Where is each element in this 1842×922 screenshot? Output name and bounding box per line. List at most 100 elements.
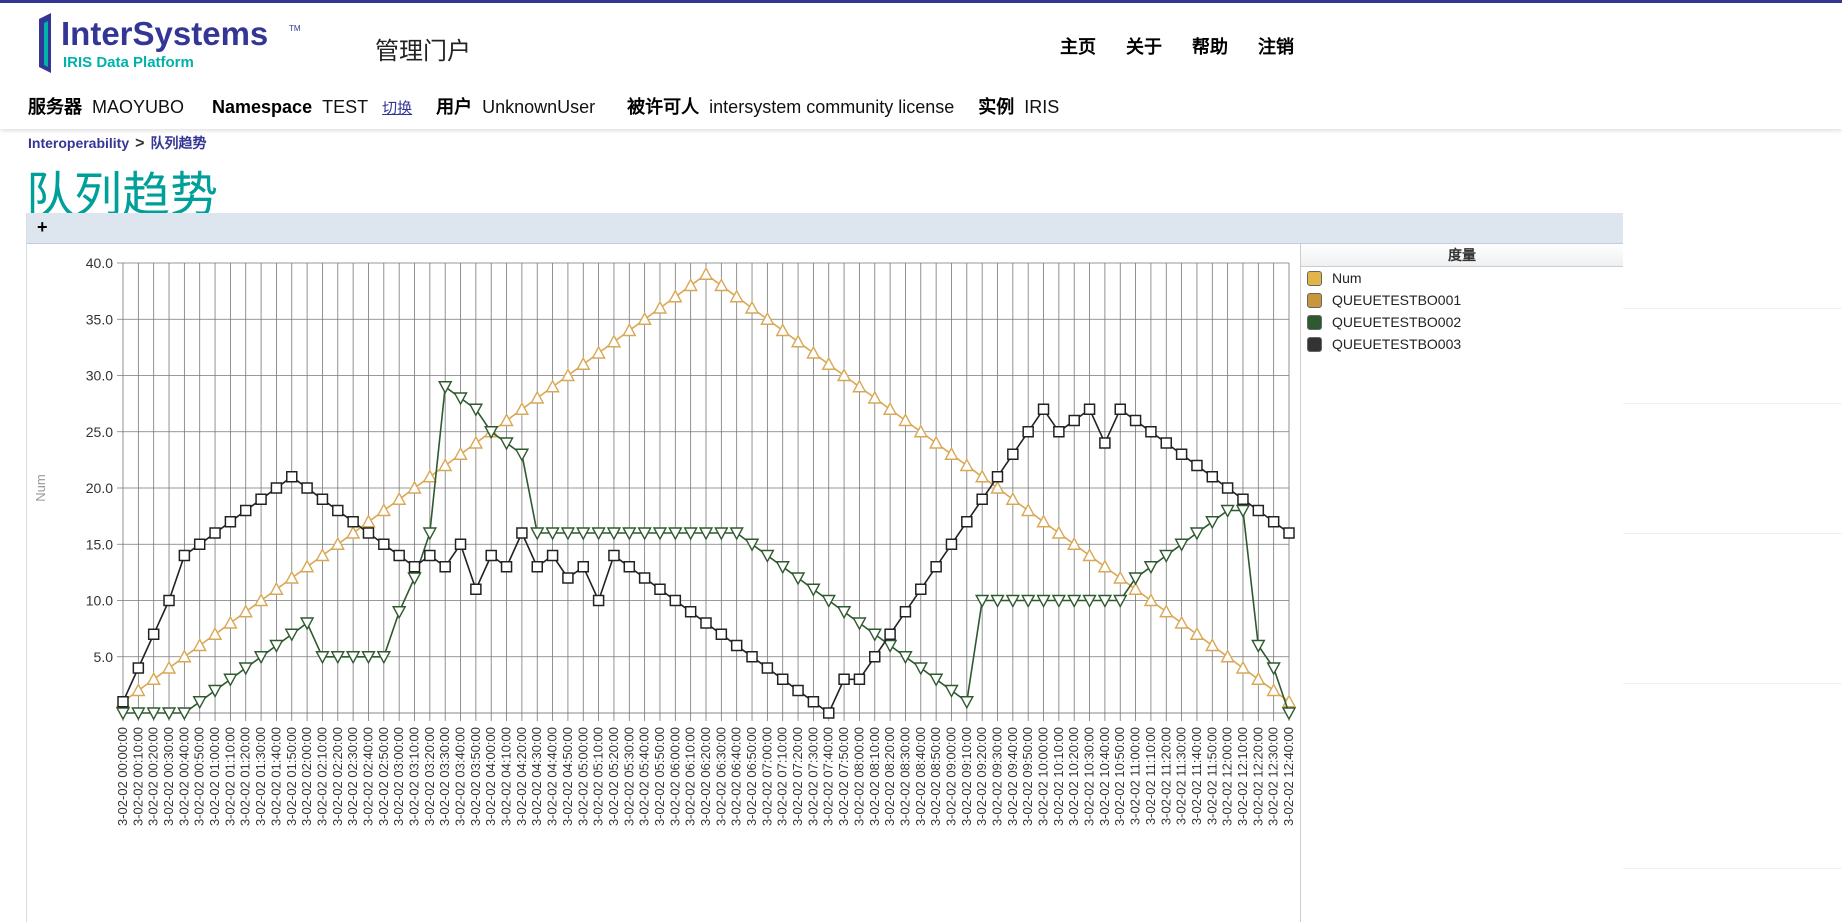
data-point <box>623 561 636 573</box>
data-point <box>668 527 683 541</box>
data-point <box>499 413 514 427</box>
data-point <box>853 673 866 685</box>
menu-home[interactable]: 主页 <box>1060 37 1096 57</box>
x-tick-label: 3-02-02 04:50:00 <box>560 727 575 826</box>
x-tick-label: 3-02-02 03:10:00 <box>407 727 422 826</box>
data-point <box>608 549 620 562</box>
data-point <box>286 471 298 483</box>
data-point <box>223 673 238 687</box>
data-point <box>453 446 468 460</box>
data-point <box>1021 503 1036 517</box>
x-tick-label: 3-02-02 08:20:00 <box>882 727 897 826</box>
y-tick-label: 10.0 <box>86 593 113 609</box>
data-point <box>1051 594 1067 608</box>
menu-about[interactable]: 关于 <box>1126 37 1162 57</box>
logo-main-text: InterSystems <box>61 15 268 52</box>
x-tick-label: 3-02-02 12:30:00 <box>1266 727 1281 826</box>
data-point <box>422 527 438 541</box>
x-tick-label: 3-02-02 03:30:00 <box>437 727 452 826</box>
x-tick-label: 3-02-02 02:50:00 <box>376 727 391 826</box>
legend-item-bo003[interactable]: QUEUETESTBO003 <box>1301 333 1623 355</box>
data-point <box>961 516 973 528</box>
y-tick-label: 25.0 <box>86 424 113 440</box>
data-point <box>898 413 913 427</box>
data-point <box>545 527 560 541</box>
data-point <box>485 549 497 562</box>
data-point <box>270 482 283 494</box>
x-tick-label: 3-02-02 07:00:00 <box>759 727 774 826</box>
x-tick-label: 3-02-02 02:20:00 <box>330 727 345 826</box>
x-tick-label: 3-02-02 10:40:00 <box>1097 727 1112 826</box>
divider <box>1623 868 1842 869</box>
menu-logout[interactable]: 注销 <box>1258 37 1294 57</box>
data-point <box>715 628 728 640</box>
data-point <box>898 651 913 665</box>
x-tick-label: 3-02-02 07:20:00 <box>790 727 805 826</box>
data-point <box>115 707 131 721</box>
x-tick-label: 3-02-02 06:10:00 <box>683 727 698 826</box>
data-point <box>976 493 988 505</box>
data-point <box>1191 459 1203 472</box>
data-point <box>562 572 574 584</box>
legend-swatch <box>1307 314 1322 330</box>
data-point <box>622 323 637 337</box>
data-point <box>928 435 944 449</box>
data-point <box>500 561 513 573</box>
x-tick-label: 3-02-02 09:50:00 <box>1020 727 1035 826</box>
data-point <box>944 446 959 460</box>
top-accent-line <box>0 0 1842 3</box>
data-point <box>147 628 160 640</box>
portal-header: InterSystems TM IRIS Data Platform 管理门户 … <box>0 3 1842 129</box>
x-tick-label: 3-02-02 10:10:00 <box>1051 727 1066 826</box>
data-point <box>1083 403 1096 415</box>
data-point <box>944 684 959 698</box>
data-point <box>239 504 252 517</box>
legend-item-num[interactable]: Num <box>1301 267 1623 289</box>
data-point <box>1267 516 1280 528</box>
data-point <box>1068 414 1080 427</box>
data-point <box>884 628 896 640</box>
x-tick-label: 3-02-02 01:10:00 <box>222 727 237 826</box>
expand-button[interactable]: + <box>37 217 48 237</box>
data-point <box>807 696 820 708</box>
legend-item-bo001[interactable]: QUEUETESTBO001 <box>1301 289 1623 311</box>
breadcrumb-current[interactable]: 队列趋势 <box>150 135 207 151</box>
data-point <box>1221 482 1234 494</box>
data-point <box>1159 549 1174 563</box>
data-point <box>683 278 698 292</box>
x-tick-label: 3-02-02 06:50:00 <box>744 727 759 826</box>
intersystems-logo[interactable]: InterSystems TM IRIS Data Platform <box>35 11 305 77</box>
data-point <box>1206 471 1219 483</box>
data-point <box>1235 504 1251 518</box>
x-tick-label: 3-02-02 09:30:00 <box>990 727 1005 826</box>
switch-namespace-link[interactable]: 切换 <box>382 100 413 117</box>
x-tick-label: 3-02-02 09:00:00 <box>943 727 958 826</box>
data-point <box>209 527 221 539</box>
data-point <box>299 617 315 631</box>
data-point <box>638 572 651 584</box>
menu-help[interactable]: 帮助 <box>1192 37 1228 57</box>
data-point <box>882 401 898 415</box>
data-point <box>422 469 438 483</box>
server-label: 服务器 <box>28 97 82 117</box>
breadcrumb-interoperability[interactable]: Interoperability <box>28 135 130 151</box>
x-tick-label: 3-02-02 08:50:00 <box>928 727 943 826</box>
chart-legend: 度量 Num QUEUETESTBO001 QUEUETESTBO002 QUE… <box>1300 244 1623 922</box>
breadcrumb-separator: > <box>135 135 145 152</box>
data-point <box>1175 448 1188 460</box>
data-point <box>700 617 712 629</box>
data-point <box>637 527 652 541</box>
data-point <box>178 549 191 562</box>
y-tick-label: 15.0 <box>86 536 113 552</box>
legend-label: Num <box>1332 270 1362 286</box>
data-point <box>117 696 129 708</box>
x-tick-label: 3-02-02 01:40:00 <box>268 727 283 826</box>
data-point <box>867 628 882 642</box>
legend-item-bo002[interactable]: QUEUETESTBO002 <box>1301 311 1623 333</box>
data-point <box>253 593 269 607</box>
x-tick-label: 3-02-02 01:30:00 <box>253 727 268 826</box>
data-point <box>438 381 453 395</box>
data-point <box>698 266 714 280</box>
x-tick-label: 3-02-02 00:20:00 <box>146 727 161 826</box>
data-point <box>345 651 361 665</box>
